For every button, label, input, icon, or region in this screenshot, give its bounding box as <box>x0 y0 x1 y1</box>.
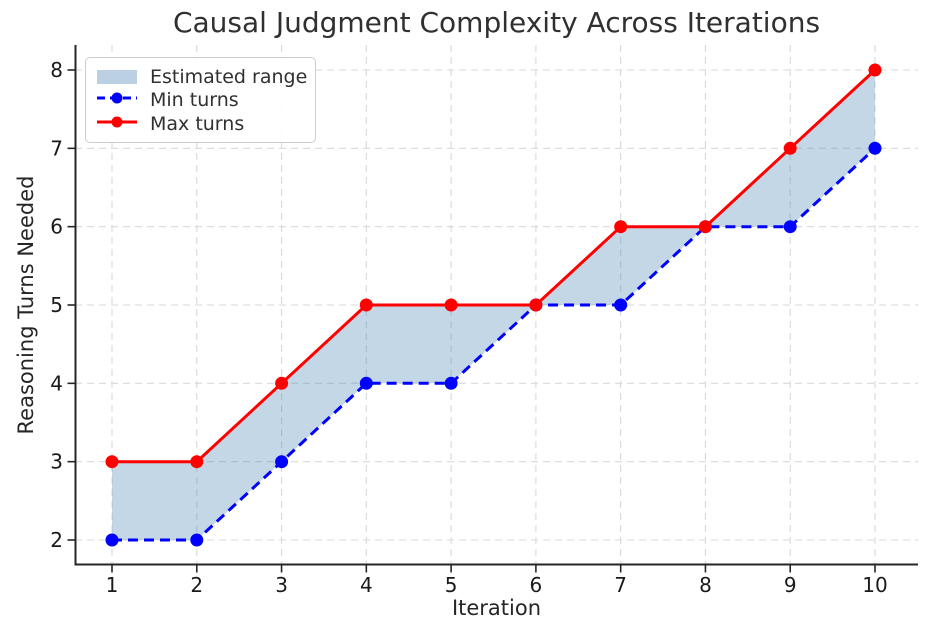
svg-text:3: 3 <box>275 573 288 597</box>
legend: Estimated range Min turns Max turns <box>85 57 316 143</box>
data-point-marker <box>105 533 119 547</box>
legend-sample-max <box>96 113 138 135</box>
tick-marks <box>67 69 876 573</box>
svg-text:4: 4 <box>360 573 373 597</box>
svg-text:8: 8 <box>699 573 712 597</box>
max-turns-series <box>105 63 882 469</box>
data-point-marker <box>698 220 712 234</box>
svg-text:6: 6 <box>50 215 63 239</box>
svg-text:8: 8 <box>50 58 63 82</box>
legend-label: Estimated range <box>150 65 308 88</box>
y-tick-labels: 2 3 4 5 6 7 8 <box>50 58 63 552</box>
svg-text:1: 1 <box>106 573 119 597</box>
data-point-marker <box>444 298 458 312</box>
y-axis-label: Reasoning Turns Needed <box>14 175 38 435</box>
data-point-marker <box>275 376 289 390</box>
svg-text:3: 3 <box>50 450 63 474</box>
data-point-marker <box>190 455 204 469</box>
data-point-marker <box>868 141 882 155</box>
legend-line-sample <box>97 116 137 127</box>
legend-sample-min <box>96 89 138 111</box>
data-point-marker <box>783 220 797 234</box>
data-point-marker <box>868 63 882 77</box>
x-axis-label: Iteration <box>451 596 542 620</box>
svg-text:4: 4 <box>50 371 63 395</box>
data-point-marker <box>190 533 204 547</box>
svg-text:6: 6 <box>530 573 543 597</box>
chart-title: Causal Judgment Complexity Across Iterat… <box>172 6 821 39</box>
data-point-marker <box>105 455 119 469</box>
svg-text:2: 2 <box>50 528 63 552</box>
legend-item-max-turns: Max turns <box>96 112 305 135</box>
legend-dashed-line-icon <box>96 89 138 111</box>
legend-line-sample <box>97 92 137 104</box>
data-point-marker <box>614 220 628 234</box>
svg-text:10: 10 <box>862 573 887 597</box>
legend-swatch-patch <box>97 69 137 84</box>
svg-text:7: 7 <box>614 573 627 597</box>
data-point-marker <box>783 141 797 155</box>
svg-text:9: 9 <box>784 573 797 597</box>
legend-patch-icon <box>96 69 138 84</box>
data-point-marker <box>359 376 373 390</box>
x-tick-labels: 1 2 3 4 5 6 7 8 9 10 <box>106 573 888 597</box>
data-point-marker <box>614 298 628 312</box>
legend-label: Min turns <box>150 89 239 111</box>
svg-text:5: 5 <box>50 293 63 317</box>
legend-solid-line-icon <box>96 113 138 135</box>
data-point-marker <box>529 298 543 312</box>
legend-label: Max turns <box>150 112 245 135</box>
legend-item-min-turns: Min turns <box>96 89 305 112</box>
svg-text:7: 7 <box>50 136 63 160</box>
data-point-marker <box>275 455 289 469</box>
data-point-marker <box>359 298 373 312</box>
legend-item-estimated-range: Estimated range <box>96 65 308 88</box>
svg-text:5: 5 <box>445 573 458 597</box>
data-point-marker <box>444 376 458 390</box>
svg-text:2: 2 <box>190 573 203 597</box>
